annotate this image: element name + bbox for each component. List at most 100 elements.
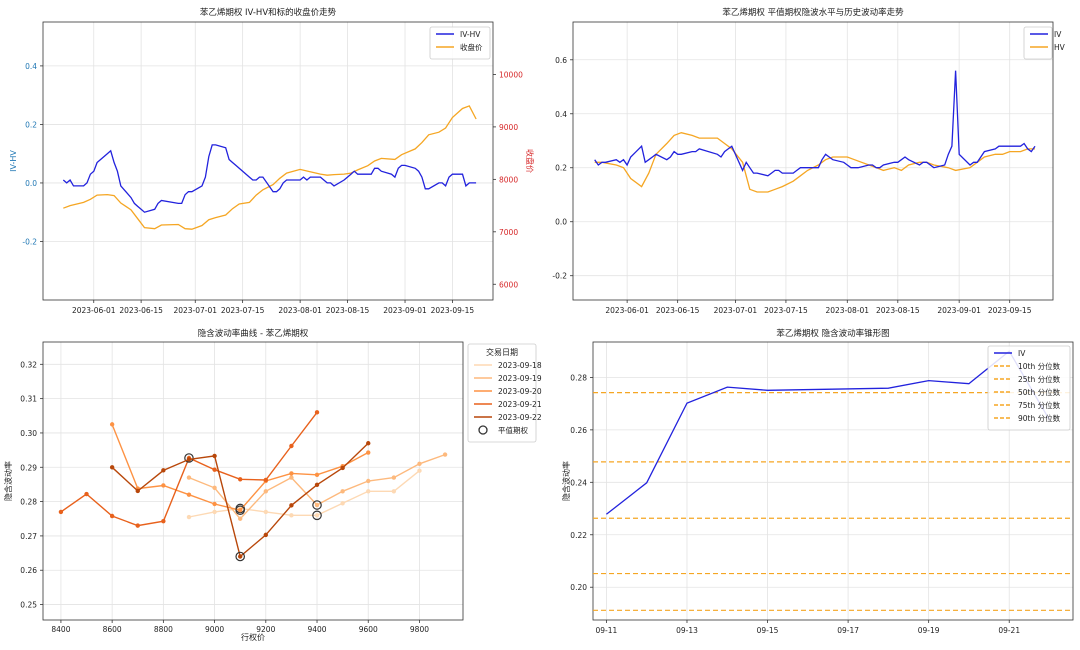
chart4-legend-label-4: 75th 分位数 <box>1018 400 1061 410</box>
chart1-y2-tick-label: 7000 <box>499 228 518 237</box>
chart3-series-line-2023-09-18 <box>188 470 420 518</box>
chart4-legend-box <box>987 345 1071 431</box>
chart-iv-smile: 8400 8600 8800 9000 9200 9400 9600 9800 0.25 0.26… <box>3 328 542 642</box>
chart3-point-2023-09-19 <box>340 489 345 494</box>
chart3-point-2023-09-18 <box>314 513 320 518</box>
chart3-point-2023-09-21 <box>109 513 115 519</box>
chart4-legend-label-5: 90th 分位数 <box>1018 413 1061 423</box>
chart1-x-tick-label: 2023-07-01 <box>173 306 217 315</box>
chart3-point-2023-09-19 <box>442 452 448 457</box>
chart3-point-2023-09-19 <box>212 485 217 491</box>
chart4-y-tick-label: 0.26 <box>570 426 587 435</box>
chart4-x-tick-label: 09-17 <box>837 626 859 635</box>
chart3-point-2023-09-22 <box>340 465 345 471</box>
chart3-point-2023-09-19 <box>391 475 397 480</box>
chart1-y-tick-label: 0.4 <box>25 62 37 71</box>
chart1-y2-tick-label: 9000 <box>499 123 518 132</box>
chart4-x-tick-label: 09-13 <box>676 626 698 635</box>
chart1-series-iv-hv-line <box>62 144 477 213</box>
chart3-point-2023-09-19 <box>237 516 243 521</box>
chart3-title: 隐含波动率曲线 - 苯乙烯期权 <box>198 328 309 339</box>
chart3-point-2023-09-21 <box>58 509 64 515</box>
chart3-point-2023-09-21 <box>263 477 269 483</box>
chart1-y-axis-label: IV-HV <box>9 150 18 172</box>
chart3-atm-marker <box>312 500 322 510</box>
chart4-x-tick-label: 09-15 <box>757 626 779 635</box>
chart3-point-2023-09-18 <box>186 514 192 520</box>
chart3-point-2023-09-20 <box>289 471 294 476</box>
chart4-y-tick-label: 0.24 <box>570 478 587 487</box>
chart1-x-tick-label: 2023-07-15 <box>221 306 265 315</box>
chart1-legend-label-0: IV-HV <box>460 30 481 39</box>
chart3-point-2023-09-21 <box>161 518 166 524</box>
chart4-x-tick-label: 09-19 <box>918 626 940 635</box>
chart2-x-tick-label: 2023-08-01 <box>825 306 869 315</box>
chart2-x-tick-label: 2023-08-15 <box>876 306 920 315</box>
chart1-x-tick-label: 2023-06-15 <box>119 306 163 315</box>
chart3-point-2023-09-22 <box>366 441 371 446</box>
chart1-title: 苯乙烯期权 IV-HV和标的收盘价走势 <box>200 7 337 18</box>
chart1-series-close-price-line <box>63 105 477 230</box>
chart4-legend-label-2: 25th 分位数 <box>1018 374 1061 384</box>
chart4-y-tick-label: 0.20 <box>570 583 587 592</box>
chart1-y2-tick-label: 8000 <box>499 175 518 184</box>
chart1-y-tick-label: -0.2 <box>22 237 37 246</box>
chart3-point-2023-09-22 <box>109 465 115 470</box>
chart2-x-tick-label: 2023-06-01 <box>605 306 649 315</box>
chart3-point-2023-09-20 <box>314 472 320 478</box>
chart3-point-2023-09-18 <box>340 501 345 506</box>
chart3-x-tick-label: 9200 <box>256 625 275 634</box>
chart1-plot-area <box>43 22 493 300</box>
chart2-legend-box <box>1023 26 1053 60</box>
chart3-y-tick-label: 0.26 <box>20 566 37 575</box>
chart1-y2-tick-label: 10000 <box>499 70 523 79</box>
chart4-legend-label-0: IV <box>1018 349 1026 358</box>
chart3-plot-area <box>43 342 463 620</box>
chart3-x-tick-label: 9800 <box>410 625 429 634</box>
chart1-y-tick-label: 0.2 <box>25 120 37 129</box>
chart3-point-2023-09-19 <box>417 461 422 467</box>
chart3-point-2023-09-22 <box>237 554 243 559</box>
chart2-y-tick-label: 0.4 <box>555 110 567 119</box>
chart3-frame <box>42 341 464 621</box>
chart3-point-2023-09-19 <box>186 475 192 480</box>
chart3-atm-marker <box>312 510 322 521</box>
chart4-legend-label-3: 50th 分位数 <box>1018 387 1061 397</box>
chart3-point-2023-09-22 <box>314 482 320 487</box>
chart2-legend-label-1: HV <box>1054 43 1066 52</box>
chart3-point-2023-09-21 <box>289 443 294 449</box>
chart4-x-tick-label: 09-21 <box>998 626 1020 635</box>
chart3-legend-label-5: 平值期权 <box>498 425 528 435</box>
chart3-point-2023-09-22 <box>186 457 192 462</box>
chart1-x-tick-label: 2023-08-01 <box>278 306 322 315</box>
chart3-x-tick-label: 9600 <box>359 625 378 634</box>
chart3-point-2023-09-19 <box>289 475 294 480</box>
chart2-y-tick-label: -0.2 <box>552 272 567 281</box>
chart4-y-tick-label: 0.22 <box>570 531 587 540</box>
chart1-x-tick-label: 2023-09-15 <box>431 306 475 315</box>
chart3-point-2023-09-21 <box>212 467 217 472</box>
chart3-point-2023-09-21 <box>314 410 320 415</box>
chart-iv-vs-hv: 2023-06-01 2023-06-15 2023-07-01 2023-07-15… <box>552 7 1065 315</box>
chart3-legend-label-2: 2023-09-20 <box>498 387 542 396</box>
chart3-point-2023-09-19 <box>263 489 269 494</box>
chart-iv-cone: 09-11 09-13 09-15 09-17 09-19 09-21 0.20 0.22 0.… <box>561 328 1074 635</box>
chart2-x-tick-label: 2023-07-01 <box>714 306 758 315</box>
chart4-x-tick-label: 09-11 <box>596 626 618 635</box>
chart4-legend-label-1: 10th 分位数 <box>1018 361 1061 371</box>
chart2-x-tick-label: 2023-07-15 <box>764 306 808 315</box>
chart3-point-2023-09-18 <box>212 509 217 515</box>
chart1-y2-tick-label: 6000 <box>499 280 518 289</box>
chart2-x-tick-label: 2023-09-01 <box>937 306 981 315</box>
chart3-y-axis-label: 隐含波动率 <box>3 461 13 501</box>
chart4-title: 苯乙烯期权 隐含波动率锥形图 <box>776 328 889 339</box>
chart1-x-tick-label: 2023-06-01 <box>72 306 116 315</box>
chart3-x-tick-label: 9000 <box>205 625 224 634</box>
chart3-point-2023-09-18 <box>391 489 397 494</box>
chart2-y-tick-label: 0.2 <box>555 164 567 173</box>
chart2-x-tick-label: 2023-09-15 <box>988 306 1032 315</box>
chart1-x-tick-label: 2023-09-01 <box>383 306 427 315</box>
chart3-legend-label-1: 2023-09-19 <box>498 374 542 383</box>
chart3-point-2023-09-19 <box>366 478 371 484</box>
